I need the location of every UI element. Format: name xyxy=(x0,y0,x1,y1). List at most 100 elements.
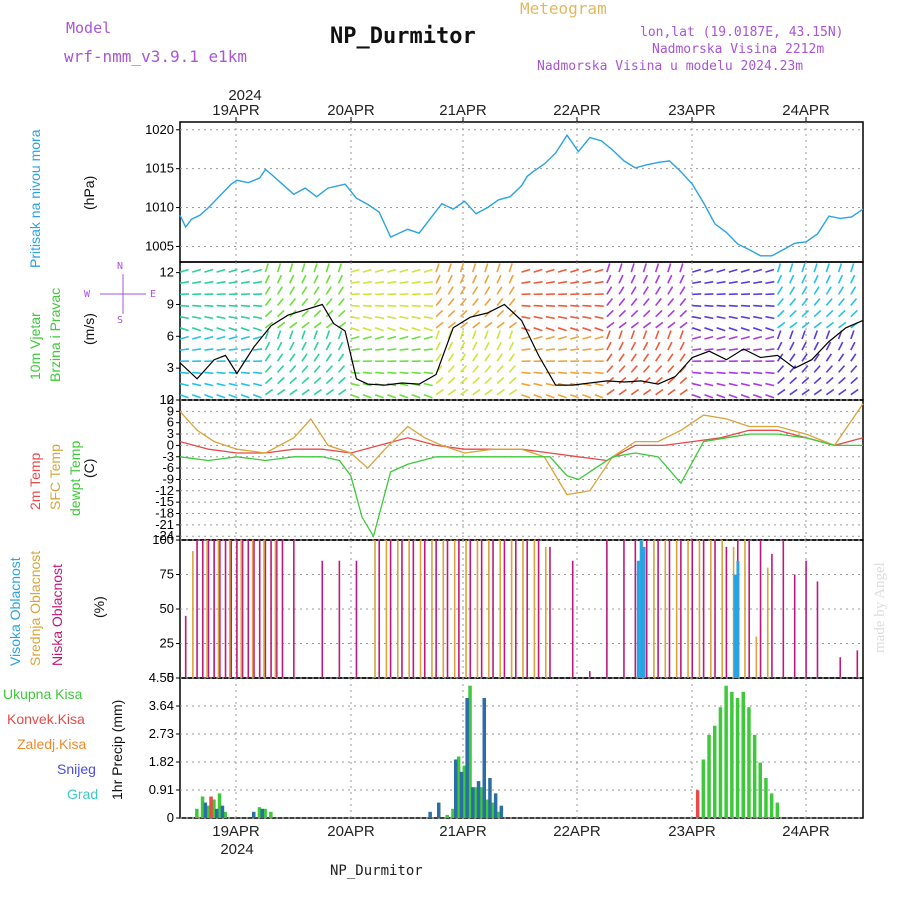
wind-arrow xyxy=(838,321,847,329)
wind-arrow xyxy=(253,315,263,320)
wind-arrow xyxy=(387,393,397,399)
wind-arrow xyxy=(301,330,306,340)
compass-n: N xyxy=(117,261,124,272)
wind-arrow xyxy=(740,327,750,332)
wind-arrow xyxy=(277,388,286,396)
temp-tick-label: -18 xyxy=(155,506,174,521)
wind-arrow xyxy=(679,388,688,396)
legend-total-rain: Ukupna Kisa xyxy=(3,686,83,702)
wind-arrow xyxy=(825,286,832,295)
wind-arrow xyxy=(570,371,580,375)
wind-arrow xyxy=(289,274,295,284)
precip-bar xyxy=(445,814,449,818)
wind-arrow xyxy=(399,304,409,307)
wind-arrow xyxy=(825,309,834,318)
wind-arrow xyxy=(594,280,604,285)
precip-bar xyxy=(220,805,225,818)
precip-bar xyxy=(713,725,717,818)
precip-tick-label: 0 xyxy=(167,810,174,825)
temp-tick-label: 0 xyxy=(167,437,174,452)
wind-arrow xyxy=(642,321,652,329)
wind-arrow xyxy=(776,330,782,340)
wind-arrow xyxy=(789,341,795,351)
precip-bar xyxy=(695,790,700,818)
wind-arrow xyxy=(716,335,726,340)
wind-arrow xyxy=(301,274,307,284)
wind-arrow xyxy=(301,376,310,385)
wind-arrow xyxy=(606,286,613,295)
wind-arrow xyxy=(570,348,580,351)
temp-tick-label: 6 xyxy=(167,415,174,430)
wind-arrow xyxy=(776,286,784,295)
precip-bar xyxy=(465,698,469,818)
wind-arrow xyxy=(813,365,821,373)
wind-arrow xyxy=(521,280,531,285)
wind-arrow xyxy=(191,335,202,340)
wind-arrow xyxy=(240,280,250,285)
wind-arrow xyxy=(362,335,372,340)
wind-arrow xyxy=(777,376,785,385)
wind-arrow xyxy=(399,335,409,340)
wind-arrow xyxy=(753,348,763,351)
wind-arrow xyxy=(837,341,844,351)
wind-arrow xyxy=(813,353,820,362)
wind-arrow xyxy=(789,388,798,396)
wind-arrow xyxy=(337,286,344,295)
wind-arrow xyxy=(350,335,360,340)
wind-arrow xyxy=(716,371,726,375)
wind-arrow xyxy=(753,280,763,285)
wind-arrow xyxy=(277,321,286,329)
wind-arrow xyxy=(411,335,421,340)
wind-arrow xyxy=(850,274,856,284)
wind-arrow xyxy=(253,371,263,375)
wind-arrow xyxy=(618,376,627,385)
wind-arrow xyxy=(484,341,490,351)
wind-arrow xyxy=(545,371,555,375)
wind-arrow xyxy=(654,341,661,351)
wind-arrow xyxy=(459,365,468,373)
wind-arrow xyxy=(374,268,384,273)
wind-arrow xyxy=(801,365,809,373)
top-date-label: 20APR xyxy=(327,102,375,119)
wind-arrow xyxy=(204,382,214,387)
wind-arrow xyxy=(179,382,189,387)
wind-arrow xyxy=(704,304,714,307)
wind-arrow xyxy=(399,327,409,332)
wind-arrow xyxy=(325,341,332,351)
wind-arrow xyxy=(789,297,797,307)
wind-arrow xyxy=(606,365,614,373)
wind-arrow xyxy=(472,321,481,329)
wind-arrow xyxy=(850,341,856,351)
wind-arrow xyxy=(813,388,823,396)
precip-bar xyxy=(260,808,264,818)
wind-arrow xyxy=(471,330,477,340)
wind-arrow xyxy=(838,309,846,318)
wind-arrow xyxy=(399,280,409,285)
wind-arrow xyxy=(521,315,531,320)
wind-arrow xyxy=(435,321,444,329)
wind-arrow xyxy=(594,315,604,320)
wind-arrow xyxy=(582,335,592,340)
wind-arrow xyxy=(459,286,466,295)
wind-arrow xyxy=(606,341,612,351)
bottom-date-label: 22APR xyxy=(553,823,601,840)
wind-arrow xyxy=(813,297,821,307)
wind-arrow xyxy=(545,382,555,387)
wind-arrow xyxy=(179,304,190,307)
wind-arrow xyxy=(375,280,385,285)
wind-arrow xyxy=(655,365,663,373)
wind-arrow xyxy=(350,304,360,307)
wind-arrow xyxy=(789,353,796,362)
wind-arrow xyxy=(825,353,833,362)
wind-arrow xyxy=(289,297,297,307)
wind-arrow xyxy=(375,348,385,351)
bottom-date-label: 19APR xyxy=(212,823,260,840)
wind-arrow xyxy=(313,353,320,362)
wind-arrow xyxy=(411,371,421,375)
wind-arrow xyxy=(325,286,332,295)
wind-arrow xyxy=(606,274,612,284)
top-date-label: 24APR xyxy=(782,102,830,119)
wind-arrow xyxy=(801,321,810,329)
wind-arrow xyxy=(618,321,627,329)
